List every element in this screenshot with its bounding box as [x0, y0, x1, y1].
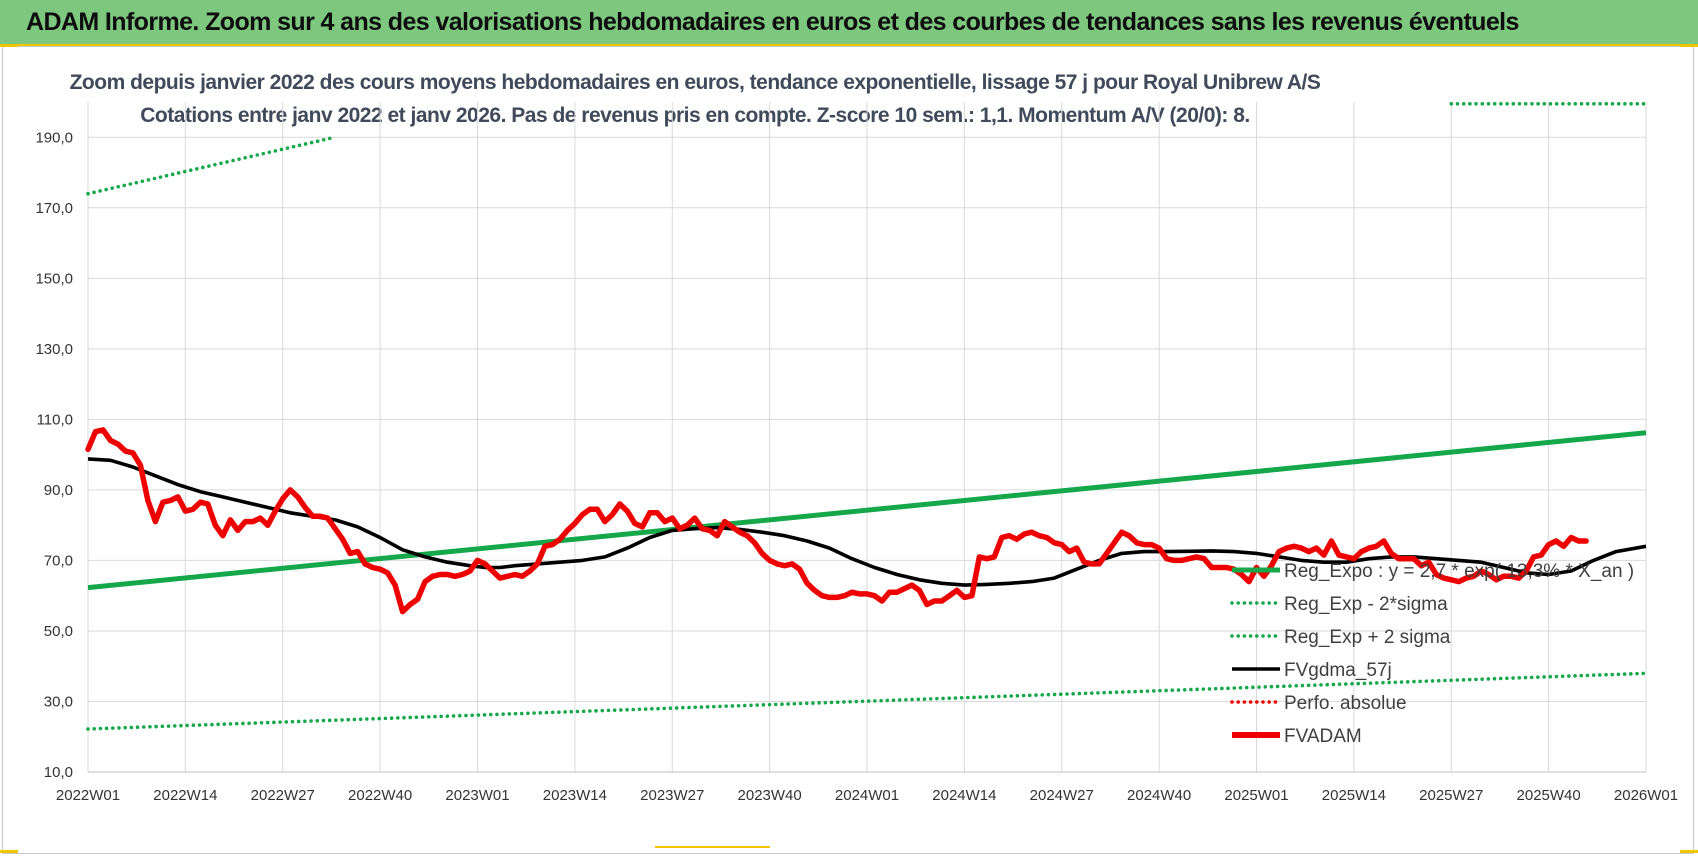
legend-label: Reg_Exp + 2 sigma [1284, 627, 1451, 648]
x-tick-label: 2025W40 [1517, 787, 1581, 804]
y-tick-label: 70,0 [44, 552, 73, 569]
y-tick-label: 30,0 [44, 693, 73, 710]
x-tick-label: 2026W01 [1614, 787, 1678, 804]
frame-corner-mark [1680, 44, 1698, 47]
chart-title: Zoom depuis janvier 2022 des cours moyen… [69, 71, 1321, 94]
x-tick-label: 2024W27 [1030, 787, 1094, 804]
x-tick-label: 2024W40 [1127, 787, 1191, 804]
x-tick-label: 2025W14 [1322, 787, 1386, 804]
y-tick-label: 90,0 [44, 482, 73, 499]
series-regression [87, 430, 1647, 591]
x-tick-label: 2024W01 [835, 787, 899, 804]
y-tick-label: 190,0 [35, 129, 73, 146]
frame-corner-mark [0, 44, 18, 47]
x-tick-label: 2023W27 [640, 787, 704, 804]
series-lower-band [86, 671, 1648, 731]
x-tick-label: 2022W40 [348, 787, 412, 804]
x-tick-label: 2023W40 [738, 787, 802, 804]
legend-label: Reg_Expo : y = 2,7 * exp( 13,3% * X_an ) [1284, 561, 1634, 582]
frame-corner-mark [655, 846, 770, 848]
x-tick-label: 2025W27 [1419, 787, 1483, 804]
series-upper-band [86, 135, 337, 196]
legend-label: Perfo. absolue [1284, 693, 1407, 714]
y-tick-label: 130,0 [35, 341, 73, 358]
y-tick-label: 170,0 [35, 200, 73, 217]
frame-corner-mark [0, 850, 18, 853]
y-tick-label: 50,0 [44, 623, 73, 640]
frame-corner-mark [1680, 850, 1698, 853]
series-fvadam [85, 427, 1589, 615]
y-tick-label: 150,0 [35, 270, 73, 287]
x-tick-label: 2022W27 [251, 787, 315, 804]
series-fvgdma [87, 457, 1647, 587]
x-tick-label: 2023W14 [543, 787, 607, 804]
x-tick-label: 2024W14 [932, 787, 996, 804]
report-title: ADAM Informe. Zoom sur 4 ans des valoris… [26, 8, 1519, 36]
y-tick-label: 10,0 [44, 764, 73, 781]
x-tick-label: 2022W01 [56, 787, 120, 804]
report-banner: ADAM Informe. Zoom sur 4 ans des valoris… [0, 0, 1698, 46]
x-tick-label: 2025W01 [1224, 787, 1288, 804]
x-tick-label: 2023W01 [445, 787, 509, 804]
legend-label: Reg_Exp - 2*sigma [1284, 594, 1448, 615]
y-tick-label: 110,0 [37, 411, 73, 428]
chart-subtitle: Cotations entre janv 2022 et janv 2026. … [140, 104, 1250, 127]
chart-frame [2, 46, 1694, 854]
legend-label: FVADAM [1284, 726, 1362, 747]
legend-label: FVgdma_57j [1284, 660, 1392, 681]
x-tick-label: 2022W14 [153, 787, 217, 804]
